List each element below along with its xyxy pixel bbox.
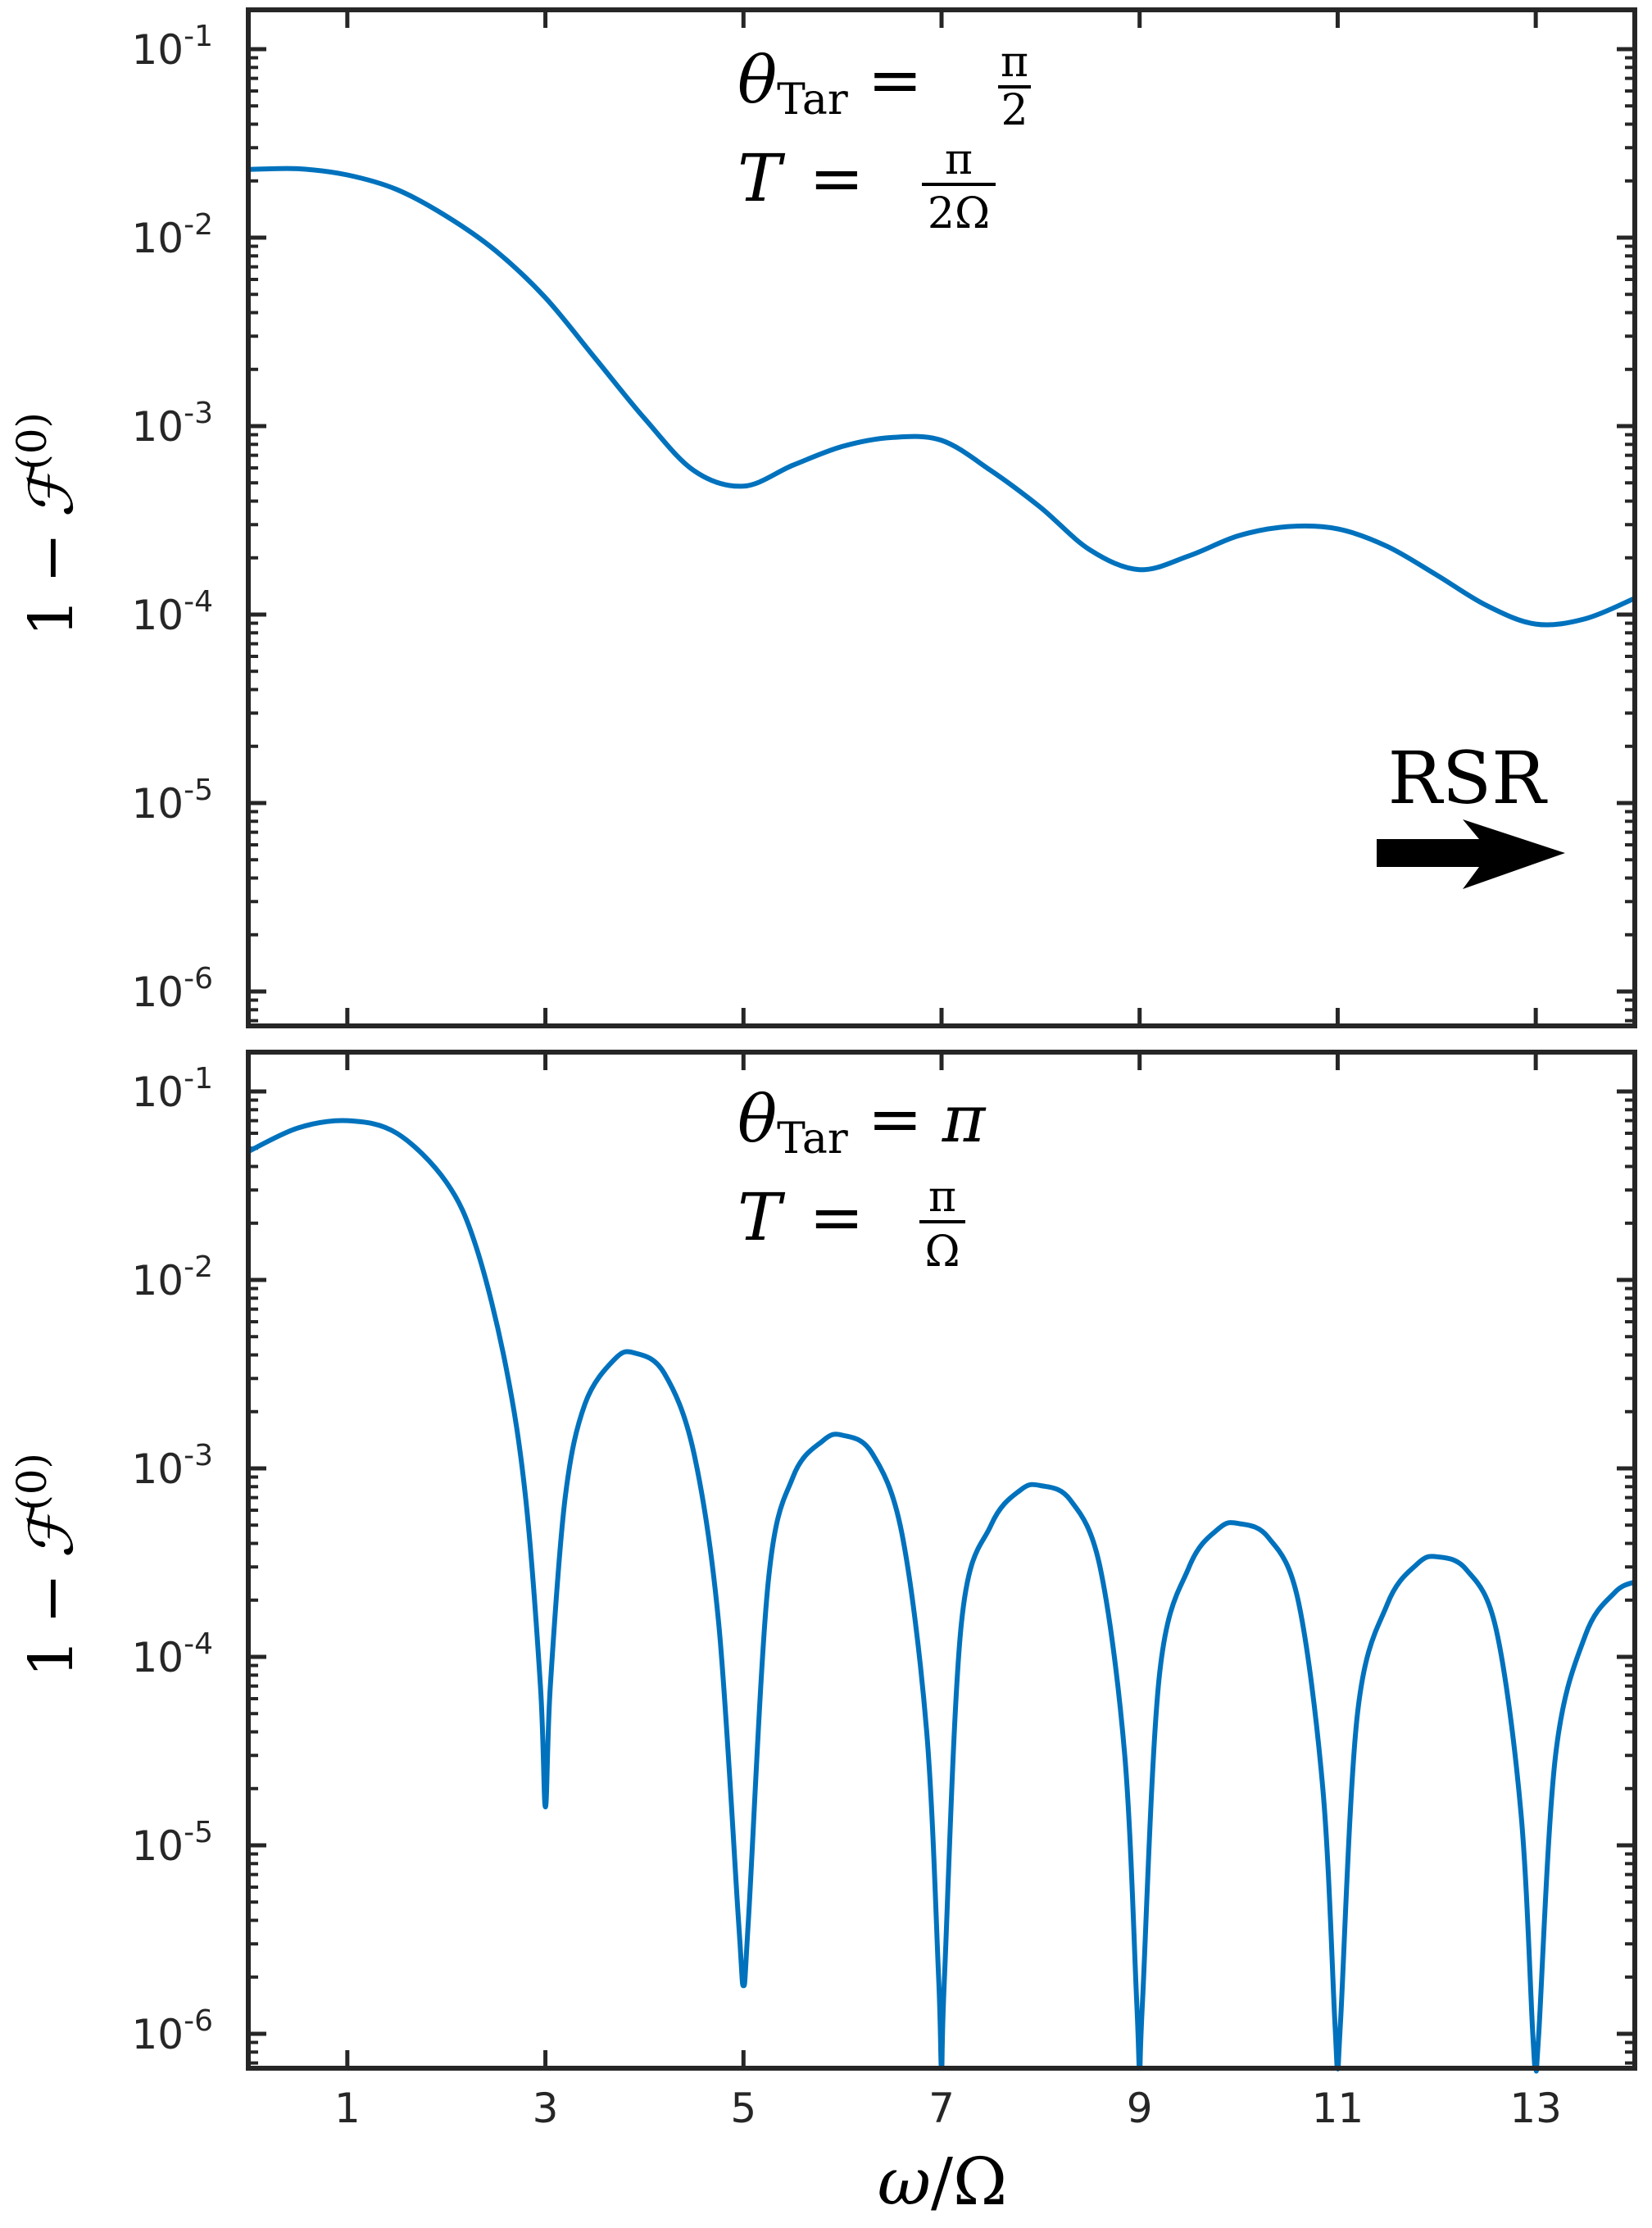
xlabel-slash: /: [931, 2144, 953, 2220]
bottom-ytick-label: 10-1: [131, 1062, 213, 1116]
bottom-xtick-label: 5: [730, 2085, 756, 2132]
bottom-frac2-num: π: [928, 1173, 956, 1222]
bottom-panel: 10-110-210-310-410-510-6 1 3 5 7 9 11 13 θTar =…: [8, 1050, 1637, 2220]
bottom-axes-box: [246, 1050, 1637, 2071]
x-axis-label: ω/Ω: [878, 2144, 1008, 2220]
bottom-xtick-label: 1: [334, 2085, 361, 2132]
top-period-symbol: T: [738, 140, 786, 216]
bottom-period-annotation: T =: [738, 1179, 864, 1255]
bottom-equals-1: =: [868, 1081, 923, 1157]
top-theta-annotation: θTar =: [738, 42, 923, 125]
top-ylabel-minus: −: [16, 533, 87, 583]
bottom-theta-symbol: θ: [738, 1081, 777, 1157]
top-frac2-den: 2Ω: [928, 189, 990, 238]
bottom-theta-annotation: θTar = π: [738, 1081, 987, 1164]
bottom-x-ticks: 1 3 5 7 9 11 13: [334, 1052, 1562, 2132]
bottom-theta-subscript: Tar: [777, 1114, 848, 1164]
bottom-xtick-label: 11: [1312, 2085, 1364, 2132]
bottom-xtick-label: 3: [533, 2085, 559, 2132]
bottom-xtick-label: 13: [1509, 2085, 1562, 2132]
top-series-line: [247, 166, 1636, 628]
top-frac2-num: π: [945, 135, 973, 184]
bottom-ytick-label: 10-4: [131, 1627, 213, 1681]
top-axes-box: [246, 7, 1637, 1028]
xlabel-Omega: Ω: [953, 2144, 1007, 2220]
bottom-ytick-label: 10-3: [131, 1439, 213, 1493]
top-equals-1: =: [868, 42, 923, 118]
top-theta-subscript: Tar: [777, 75, 848, 125]
top-ylabel-sup: (0): [8, 412, 56, 470]
top-ytick-label: 10-5: [131, 774, 213, 828]
bottom-xtick-label: 9: [1127, 2085, 1153, 2132]
top-ytick-label: 10-3: [131, 397, 213, 451]
rsr-label: RSR: [1388, 736, 1549, 820]
top-y-ticks: 10-1 10-2 10-3 10-4 10-5 10-6: [131, 20, 1635, 1023]
top-frac1-den: 2: [1001, 86, 1028, 135]
bottom-series-line: [247, 1118, 1636, 2074]
bottom-equals-2: =: [809, 1179, 864, 1255]
bottom-ylabel-minus: −: [16, 1573, 87, 1624]
top-y-axis-label: 1−ℱ(0): [8, 412, 87, 637]
bottom-theta-value: π: [942, 1081, 987, 1157]
bottom-xtick-label: 7: [928, 2085, 955, 2132]
bottom-frac2-den: Ω: [924, 1227, 960, 1277]
top-ytick-label: 10-2: [131, 208, 213, 262]
top-x-ticks: [345, 10, 1538, 1026]
top-period-annotation: T =: [738, 140, 864, 216]
bottom-period-symbol: T: [738, 1179, 786, 1255]
top-ylabel-one: 1: [16, 598, 87, 637]
bottom-ylabel-sup: (0): [8, 1453, 56, 1511]
bottom-ytick-label: 10-5: [131, 1816, 213, 1870]
top-theta-symbol: θ: [738, 42, 777, 118]
top-equals-2: =: [809, 140, 864, 216]
top-panel: 10-110-210-310-410-510-6 θTar = π 2 T = π …: [8, 7, 1637, 1028]
xlabel-omega: ω: [878, 2144, 931, 2220]
bottom-ytick-label: 10-6: [131, 2004, 213, 2058]
top-ytick-label: 10-4: [131, 585, 213, 639]
bottom-y-ticks: 10-1 10-2 10-3 10-4 10-5 10-6: [131, 1062, 1635, 2065]
bottom-ylabel-one: 1: [16, 1639, 87, 1677]
bottom-y-axis-label: 1−ℱ(0): [8, 1453, 87, 1677]
top-frac1-num: π: [1001, 38, 1028, 87]
rsr-arrow: [1377, 819, 1565, 889]
top-ytick-label: 10-1: [131, 20, 213, 74]
top-ytick-label: 10-6: [131, 962, 213, 1016]
bottom-ytick-label: 10-2: [131, 1250, 213, 1305]
